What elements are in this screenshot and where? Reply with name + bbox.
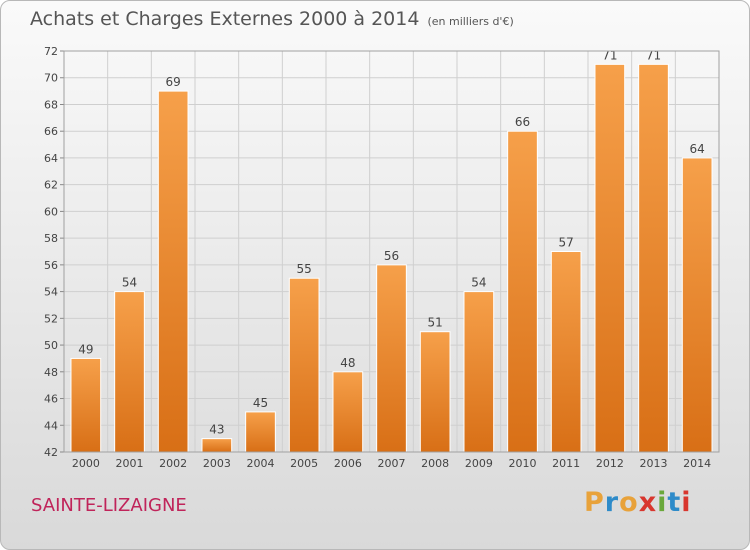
y-tick-label: 66 xyxy=(44,125,58,138)
data-label-2009: 54 xyxy=(471,276,486,290)
y-tick-label: 46 xyxy=(44,393,58,406)
bar-2005 xyxy=(288,277,320,453)
y-tick-label: 48 xyxy=(44,366,58,379)
y-tick-label: 42 xyxy=(44,446,58,459)
y-tick-label: 52 xyxy=(44,312,58,325)
brand-letter: r xyxy=(604,487,620,518)
x-tick-label-2010: 2010 xyxy=(509,457,537,470)
chart-title-text: Achats et Charges Externes 2000 à 2014 xyxy=(30,8,420,30)
data-label-2010: 66 xyxy=(515,115,530,129)
x-tick-label-2003: 2003 xyxy=(203,457,231,470)
bars xyxy=(70,63,713,453)
bar-2003 xyxy=(201,438,233,453)
y-tick-label: 70 xyxy=(44,72,58,85)
x-tick-label-2009: 2009 xyxy=(465,457,493,470)
brand-letter: i xyxy=(681,487,692,518)
plot-border xyxy=(63,50,720,453)
x-tick-label-2006: 2006 xyxy=(334,457,362,470)
data-label-2011: 57 xyxy=(559,236,574,250)
x-tick-label-2008: 2008 xyxy=(421,457,449,470)
x-tick-label-2000: 2000 xyxy=(72,457,100,470)
y-tick-label: 64 xyxy=(44,152,58,165)
brand-letter: P xyxy=(584,487,605,518)
brand-letter: x xyxy=(638,487,658,518)
data-label-2000: 49 xyxy=(78,342,93,356)
y-tick-label: 60 xyxy=(44,205,58,218)
data-label-2001: 54 xyxy=(122,276,137,290)
data-label-2002: 69 xyxy=(166,75,181,89)
chart-unit: (en milliers d'€) xyxy=(427,15,514,28)
bar-2010 xyxy=(507,130,538,453)
x-tick-label-2012: 2012 xyxy=(596,457,624,470)
x-tick-label-2014: 2014 xyxy=(683,457,711,470)
bar-2004 xyxy=(245,411,276,453)
data-label-2008: 51 xyxy=(428,316,443,330)
y-tick-label: 62 xyxy=(44,179,58,192)
bar-2013 xyxy=(638,63,669,453)
x-tick-label-2001: 2001 xyxy=(116,457,144,470)
y-tick-label: 58 xyxy=(44,232,58,245)
bar-2002 xyxy=(157,90,189,453)
y-axis-ticks: 42 44 46 48 50 52 54 56 58 60 62 64 66 68 70 72 xyxy=(44,45,64,459)
y-tick-label: 50 xyxy=(44,339,58,352)
data-label-2007: 56 xyxy=(384,249,399,263)
bar-2000 xyxy=(70,357,102,453)
y-tick-label: 56 xyxy=(44,259,58,272)
x-tick-label-2007: 2007 xyxy=(378,457,406,470)
data-label-2013: 71 xyxy=(646,48,661,62)
bar-2009 xyxy=(463,291,495,453)
y-tick-label: 54 xyxy=(44,286,58,299)
x-tick-label-2002: 2002 xyxy=(159,457,187,470)
chart-title: Achats et Charges Externes 2000 à 2014 (e… xyxy=(30,8,514,30)
data-label-2012: 71 xyxy=(602,48,617,62)
brand-letter: t xyxy=(667,487,682,518)
x-tick-label-2004: 2004 xyxy=(247,457,275,470)
data-label-2006: 48 xyxy=(340,356,355,370)
y-tick-label: 68 xyxy=(44,98,58,111)
bar-2007 xyxy=(376,264,407,453)
bar-2011 xyxy=(550,251,582,453)
brand-letter: o xyxy=(619,487,639,518)
data-labels: 49 54 69 43 45 55 48 56 51 54 66 57 71 71 64 xyxy=(78,48,705,436)
y-tick-label: 44 xyxy=(44,419,58,432)
brand-logo: Proxiti xyxy=(584,487,692,518)
bar-2006 xyxy=(332,371,364,453)
x-axis-ticks: 2000 2001 2002 2003 2004 2005 2006 2007 2008 2009… xyxy=(72,457,711,470)
x-tick-label-2005: 2005 xyxy=(290,457,318,470)
data-label-2014: 64 xyxy=(690,142,705,156)
bar-2001 xyxy=(114,291,145,453)
data-label-2004: 45 xyxy=(253,396,268,410)
data-label-2003: 43 xyxy=(209,423,224,437)
x-tick-label-2013: 2013 xyxy=(640,457,668,470)
brand-letter: i xyxy=(657,487,668,518)
bar-2008 xyxy=(419,331,451,453)
x-tick-label-2011: 2011 xyxy=(552,457,580,470)
bar-2014 xyxy=(681,157,713,453)
place-name: SAINTE-LIZAIGNE xyxy=(31,495,187,516)
data-label-2005: 55 xyxy=(297,262,312,276)
bar-2012 xyxy=(594,63,626,453)
y-tick-label: 72 xyxy=(44,45,58,58)
